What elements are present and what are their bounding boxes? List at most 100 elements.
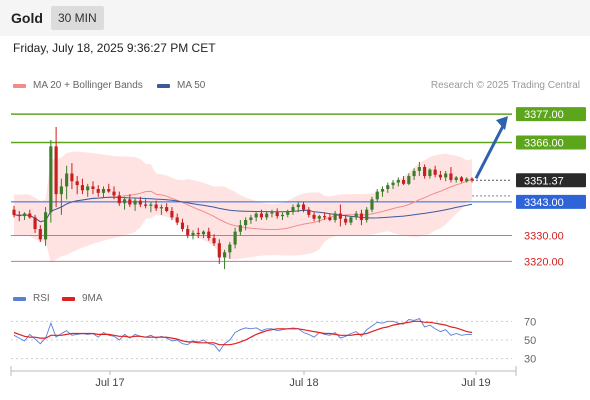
candle-body	[22, 213, 27, 217]
candle-body	[86, 186, 90, 191]
candle-body	[249, 217, 253, 220]
credit-text: Research © 2025 Trading Central	[430, 80, 580, 91]
candle-body	[433, 169, 437, 175]
candle-body	[144, 204, 148, 206]
legend-9ma-label: 9MA	[82, 293, 103, 304]
projection-arrow	[474, 123, 506, 179]
current-label: 3351.37	[524, 175, 564, 187]
candle-body	[286, 210, 290, 215]
candle-body	[359, 213, 364, 220]
candle-body	[96, 189, 100, 193]
candle-body	[291, 207, 295, 211]
9ma-line	[13, 320, 473, 346]
candle-body	[207, 231, 211, 239]
candle-body	[138, 200, 142, 205]
legend-rsi-swatch	[13, 296, 26, 301]
candle-body	[270, 212, 274, 214]
candle-body	[344, 218, 348, 223]
candle-body	[201, 231, 206, 235]
candle-body	[438, 174, 442, 178]
instrument-title: Gold	[11, 10, 43, 26]
resistance-label: 3377.00	[524, 109, 564, 121]
candle-body	[386, 185, 390, 189]
candle-body	[307, 209, 311, 215]
legend-ma20-swatch	[13, 83, 26, 88]
legend-ma50-label: MA 50	[177, 80, 206, 91]
candle-body	[396, 179, 400, 183]
candle-body	[149, 204, 153, 206]
candle-body	[417, 167, 421, 171]
candle-body	[122, 199, 127, 204]
candle-body	[75, 181, 79, 186]
candle-body	[212, 238, 216, 244]
candle-body	[423, 167, 427, 177]
candle-body	[38, 229, 42, 240]
candle-body	[154, 204, 158, 209]
candle-body	[470, 178, 474, 181]
candle-body	[375, 191, 379, 200]
resistance-tag	[516, 107, 586, 122]
candle-body	[338, 213, 342, 219]
legend-rsi: RSI	[13, 293, 50, 304]
rsi-tick-label: 70	[524, 316, 536, 328]
legend-rsi-label: RSI	[33, 293, 50, 304]
candle-body	[391, 182, 395, 186]
candle-body	[296, 204, 300, 208]
candle-body	[265, 213, 269, 218]
candle-body	[91, 186, 95, 189]
candle-body	[428, 169, 432, 177]
bollinger-band	[14, 151, 472, 264]
candle-body	[228, 244, 232, 253]
legend-ma50: MA 50	[157, 80, 205, 91]
candle-body	[101, 189, 106, 193]
resistance-tag	[516, 135, 586, 150]
candle-body	[233, 231, 237, 245]
ma50-line	[13, 196, 473, 223]
candle-body	[301, 204, 306, 210]
candle-body	[180, 222, 185, 230]
candle-body	[49, 146, 53, 213]
legend-ma20-label: MA 20 + Bollinger Bands	[33, 80, 143, 91]
x-tick-label: Jul 17	[95, 377, 124, 389]
legend-ma20: MA 20 + Bollinger Bands	[13, 80, 143, 91]
candle-body	[317, 216, 321, 219]
legend-ma50-swatch	[157, 83, 170, 88]
candle-body	[59, 186, 63, 195]
candle-body	[217, 243, 221, 258]
candle-body	[107, 189, 111, 192]
candle-body	[222, 252, 227, 258]
candle-body	[401, 179, 406, 184]
candle-body	[459, 177, 464, 182]
candle-body	[444, 173, 448, 178]
legend-9ma-swatch	[62, 296, 75, 301]
candle-body	[238, 225, 242, 232]
candle-body	[17, 214, 21, 217]
header-bar: Gold 30 MIN	[0, 0, 590, 36]
candle-body	[70, 173, 74, 182]
candle-body	[186, 229, 190, 236]
candle-body	[54, 146, 58, 195]
support-label: 3320.00	[524, 256, 564, 268]
candle-body	[323, 216, 327, 218]
candle-body	[407, 176, 411, 184]
candle-body	[12, 209, 16, 215]
legend-9ma: 9MA	[62, 293, 103, 304]
candle-body	[33, 217, 37, 230]
resistance-label: 3366.00	[524, 138, 564, 150]
candle-body	[365, 209, 369, 220]
candle-body	[244, 220, 248, 226]
candle-body	[65, 173, 69, 187]
current-tag	[516, 173, 586, 188]
pivot-tag	[516, 194, 586, 209]
candle-body	[449, 173, 453, 180]
timeframe-badge[interactable]: 30 MIN	[51, 6, 104, 30]
candle-body	[254, 213, 258, 218]
rsi-tick-label: 50	[524, 335, 536, 347]
candle-body	[454, 177, 458, 180]
x-tick-label: Jul 19	[461, 377, 490, 389]
candle-body	[412, 170, 416, 177]
rsi-tick-label: 30	[524, 354, 536, 366]
candle-body	[175, 217, 179, 223]
timestamp: Friday, July 18, 2025 9:36:27 PM CET	[13, 41, 216, 55]
